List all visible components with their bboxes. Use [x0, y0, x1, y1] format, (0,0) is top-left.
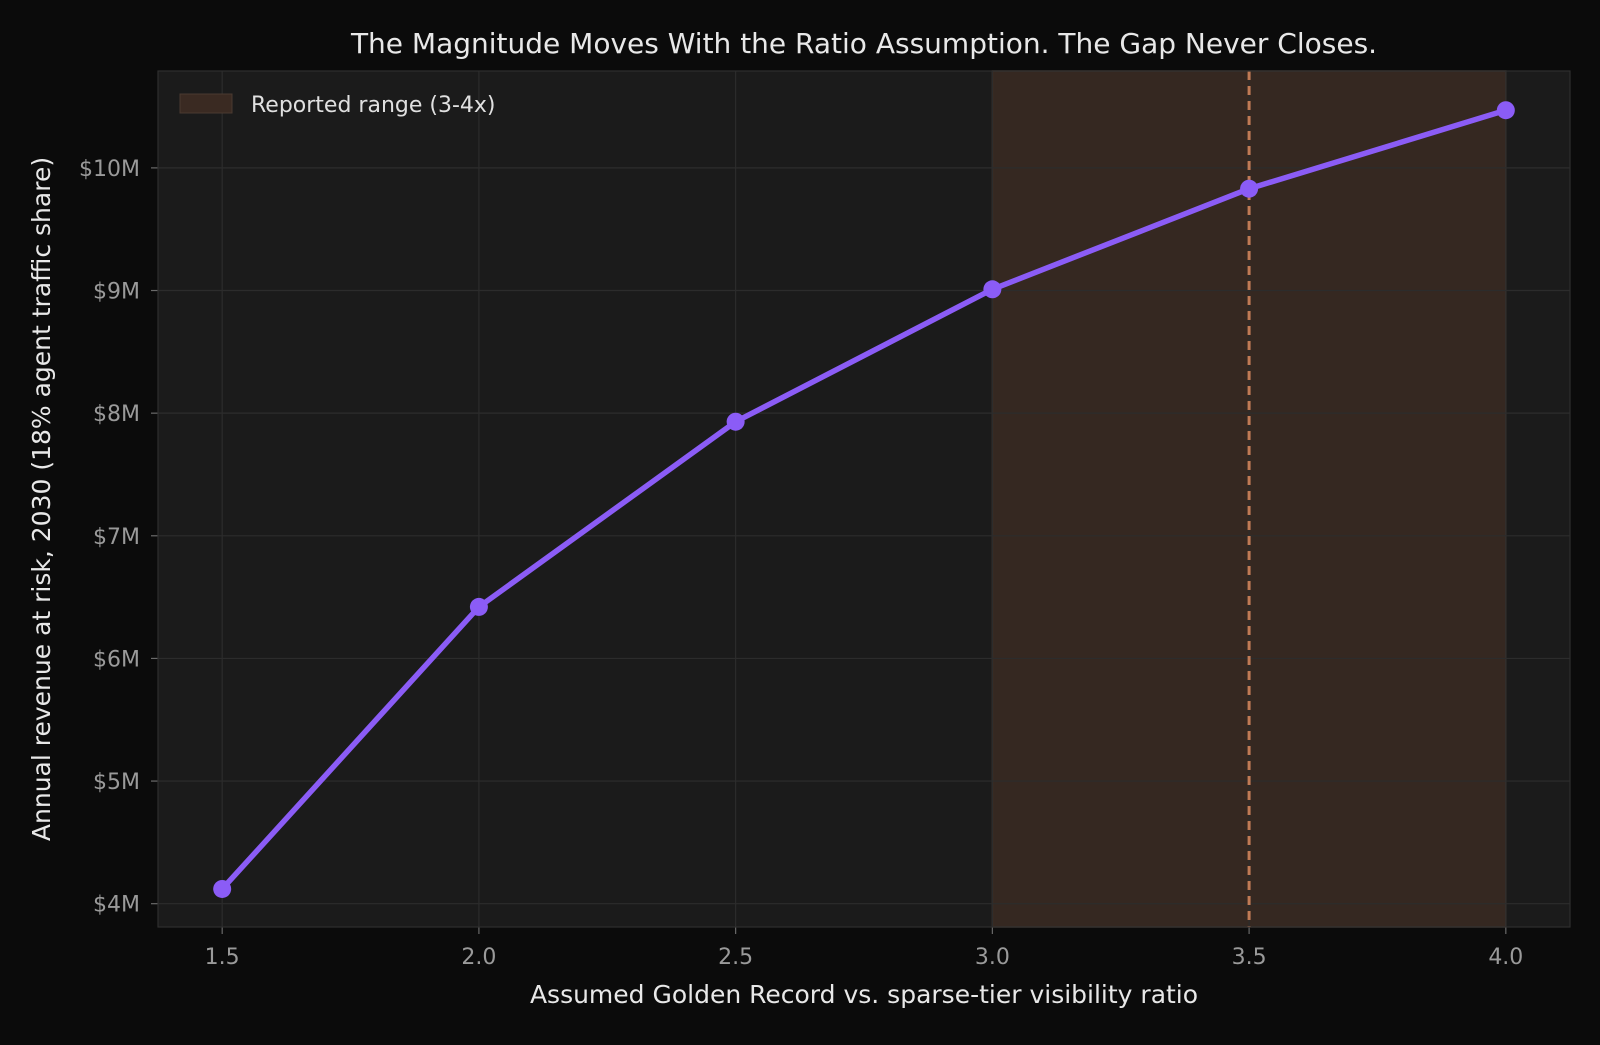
x-tick-label: 1.5 — [205, 945, 240, 970]
x-tick-label: 2.5 — [718, 945, 753, 970]
x-tick-label: 4.0 — [1488, 945, 1523, 970]
data-point — [1496, 101, 1515, 120]
legend-label: Reported range (3-4x) — [251, 93, 496, 118]
y-tick-label: $4M — [93, 893, 140, 918]
data-point — [213, 879, 232, 898]
tick-label-layer: 1.5 2.0 2.5 3.0 3.5 4.0 $4M $5M $6M $7M $8M $9M $10M — [79, 157, 1523, 970]
y-axis-label: Annual revenue at risk, 2030 (18% agent … — [27, 157, 56, 841]
y-tick-label: $9M — [93, 280, 140, 305]
data-point — [726, 412, 745, 431]
y-tick-label: $5M — [93, 770, 140, 795]
plot-frame — [157, 70, 1571, 928]
x-tick-label: 3.5 — [1232, 945, 1267, 970]
data-point — [1240, 179, 1259, 198]
grid-layer — [158, 71, 1570, 927]
y-tick-label: $6M — [93, 647, 140, 672]
data-point — [469, 597, 488, 616]
x-axis-label: Assumed Golden Record vs. sparse-tier vi… — [530, 980, 1198, 1009]
y-tick-label: $10M — [79, 157, 140, 182]
y-tick-label: $8M — [93, 402, 140, 427]
data-point — [983, 280, 1002, 299]
x-tick-label: 2.0 — [461, 945, 496, 970]
series-line — [219, 107, 1509, 892]
legend-swatch — [179, 93, 233, 114]
y-tick-label: $7M — [93, 525, 140, 550]
legend: Reported range (3-4x) — [179, 93, 496, 118]
chart-title: The Magnitude Moves With the Ratio Assum… — [350, 27, 1377, 60]
x-tick-label: 3.0 — [975, 945, 1010, 970]
series-layer — [213, 101, 1515, 898]
